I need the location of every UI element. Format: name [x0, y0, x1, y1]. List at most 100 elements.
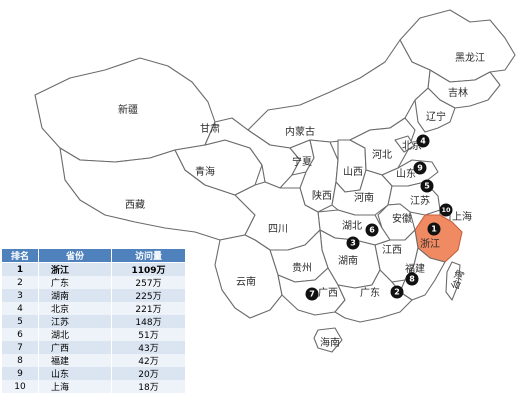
label-zhejiang: 浙江	[420, 238, 440, 250]
province-taiwan[interactable]	[445, 261, 461, 301]
cell-province: 湖北	[38, 328, 112, 341]
table-row: 5 江苏 148万	[1, 315, 186, 328]
label-jiangxi: 江西	[382, 244, 402, 256]
table-row: 9 山东 20万	[1, 367, 186, 380]
marker-2[interactable]: 2	[390, 285, 404, 299]
label-qinghai: 青海	[195, 165, 215, 178]
cell-province: 山东	[38, 367, 112, 380]
marker-10[interactable]: 10	[439, 203, 453, 217]
label-gansu: 甘肃	[200, 122, 220, 135]
cell-rank: 10	[1, 380, 39, 393]
table-row: 3 湖南 225万	[1, 289, 186, 302]
label-shanxi: 山西	[343, 166, 363, 178]
marker-8[interactable]: 8	[405, 272, 419, 286]
label-xizang: 西藏	[125, 199, 145, 211]
marker-5-num: 5	[424, 182, 430, 191]
marker-3-num: 3	[350, 239, 356, 248]
label-shandong: 山东	[396, 167, 416, 180]
label-jilin: 吉林	[448, 86, 468, 99]
cell-visits: 225万	[111, 289, 186, 302]
table-header-row: 排名 省份 访问量	[1, 248, 186, 263]
cell-province: 浙江	[38, 262, 112, 276]
marker-9-num: 9	[417, 164, 423, 173]
cell-visits: 51万	[111, 328, 186, 341]
header-rank: 排名	[1, 248, 39, 263]
cell-visits: 257万	[111, 276, 186, 289]
table-row: 2 广东 257万	[1, 276, 186, 289]
header-province: 省份	[38, 248, 112, 263]
cell-rank: 5	[1, 315, 39, 328]
label-heilongjiang: 黑龙江	[455, 51, 485, 64]
table-row: 7 广西 43万	[1, 341, 186, 354]
label-henan: 河南	[354, 191, 374, 204]
marker-10-num: 10	[441, 206, 451, 214]
label-hubei: 湖北	[342, 220, 362, 232]
province-yunnan[interactable]	[214, 234, 283, 319]
label-guizhou: 贵州	[292, 261, 312, 274]
province-hainan[interactable]	[313, 327, 343, 353]
cell-rank: 1	[1, 262, 39, 276]
marker-4-num: 4	[420, 137, 426, 146]
cell-rank: 2	[1, 276, 39, 289]
marker-7-num: 7	[309, 290, 315, 299]
cell-province: 北京	[38, 302, 112, 315]
marker-9[interactable]: 9	[413, 161, 427, 175]
cell-rank: 3	[1, 289, 39, 302]
label-guangdong: 广东	[360, 286, 380, 299]
cell-visits: 20万	[111, 367, 186, 380]
table-row: 1 浙江 1109万	[1, 262, 186, 276]
table-row: 4 北京 221万	[1, 302, 186, 315]
label-guangxi: 广西	[318, 287, 338, 299]
cell-visits: 221万	[111, 302, 186, 315]
cell-province: 上海	[38, 380, 112, 393]
province-liaoning[interactable]	[414, 87, 456, 133]
cell-rank: 9	[1, 367, 39, 380]
cell-province: 江苏	[38, 315, 112, 328]
province-beijing[interactable]	[394, 135, 415, 153]
cell-province: 湖南	[38, 289, 112, 302]
label-ningxia: 宁夏	[292, 155, 312, 168]
cell-rank: 7	[1, 341, 39, 354]
header-visits: 访问量	[111, 248, 186, 263]
cell-province: 福建	[38, 354, 112, 367]
label-hainan: 海南	[320, 336, 340, 349]
label-anhui: 安徽	[392, 212, 412, 225]
cell-visits: 1109万	[111, 262, 186, 276]
cell-visits: 43万	[111, 341, 186, 354]
cell-province: 广西	[38, 341, 112, 354]
marker-8-num: 8	[409, 275, 415, 284]
marker-4[interactable]: 4	[416, 134, 430, 148]
cell-visits: 18万	[111, 380, 186, 393]
cell-province: 广东	[38, 276, 112, 289]
cell-visits: 148万	[111, 315, 186, 328]
marker-6[interactable]: 6	[365, 223, 379, 237]
province-guangdong[interactable]	[334, 269, 413, 323]
cell-rank: 6	[1, 328, 39, 341]
label-jiangsu: 江苏	[410, 194, 430, 207]
label-sichuan: 四川	[268, 224, 288, 235]
label-liaoning: 辽宁	[426, 110, 446, 123]
cell-rank: 8	[1, 354, 39, 367]
marker-3[interactable]: 3	[346, 236, 360, 250]
table-row: 6 湖北 51万	[1, 328, 186, 341]
label-yunnan: 云南	[236, 275, 256, 288]
cell-rank: 4	[1, 302, 39, 315]
marker-1[interactable]: 1	[427, 222, 441, 236]
label-shanghai: 上海	[452, 210, 472, 223]
table-row: 8 福建 42万	[1, 354, 186, 367]
marker-2-num: 2	[394, 288, 400, 297]
label-neimenggu: 内蒙古	[285, 125, 315, 138]
label-hunan: 湖南	[338, 254, 358, 267]
label-xinjiang: 新疆	[118, 103, 138, 116]
marker-7[interactable]: 7	[305, 287, 319, 301]
marker-5[interactable]: 5	[420, 179, 434, 193]
label-shaanxi: 陕西	[312, 189, 332, 202]
label-fujian: 福建	[405, 262, 425, 275]
ranking-table: 排名 省份 访问量 1 浙江 1109万 2 广东 257万 3 湖南 225万…	[1, 248, 186, 393]
cell-visits: 42万	[111, 354, 186, 367]
label-hebei: 河北	[372, 149, 392, 161]
marker-1-num: 1	[431, 225, 437, 234]
marker-6-num: 6	[369, 226, 375, 235]
